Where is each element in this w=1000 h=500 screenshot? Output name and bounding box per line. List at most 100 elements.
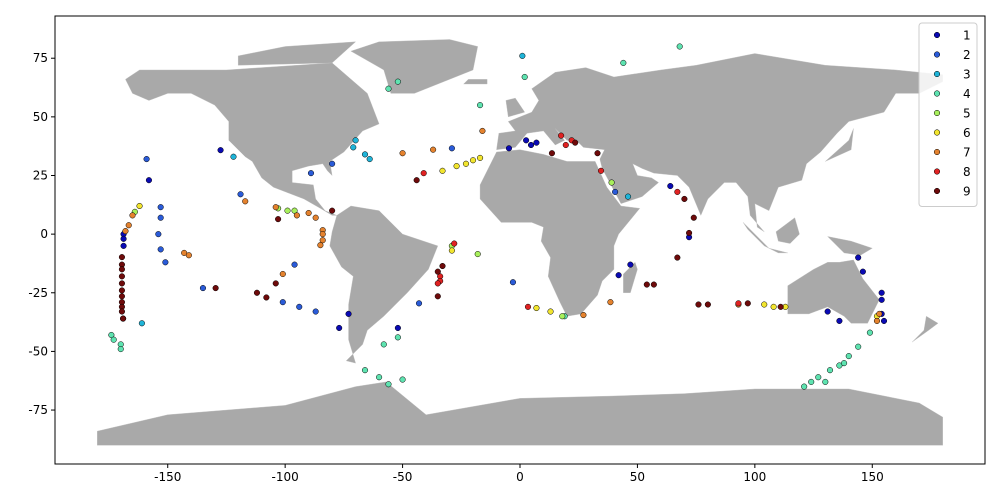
- x-tick-label: 50: [630, 470, 645, 484]
- point: [448, 145, 455, 152]
- legend-label: 2: [963, 48, 971, 62]
- legend-label: 6: [963, 126, 971, 140]
- point: [272, 280, 279, 287]
- point: [695, 301, 702, 308]
- point: [836, 317, 843, 324]
- point: [477, 102, 484, 109]
- point: [744, 300, 751, 307]
- point: [562, 141, 569, 149]
- point: [413, 177, 420, 184]
- point: [434, 293, 441, 300]
- point: [420, 170, 427, 177]
- point: [307, 170, 315, 177]
- point: [212, 285, 219, 292]
- point: [479, 127, 486, 134]
- series: [143, 145, 619, 315]
- y-tick-label: 50: [33, 110, 48, 124]
- point: [155, 231, 162, 238]
- legend-label: 8: [963, 165, 971, 179]
- series: [120, 137, 888, 332]
- point: [878, 289, 885, 296]
- point: [157, 204, 164, 211]
- point: [815, 374, 822, 381]
- point: [533, 139, 540, 146]
- point: [477, 154, 484, 161]
- new-zealand: [912, 315, 939, 343]
- point: [361, 151, 369, 158]
- point: [312, 308, 319, 315]
- point: [548, 150, 555, 157]
- point: [824, 308, 831, 315]
- point: [385, 381, 392, 388]
- legend-label: 4: [963, 87, 971, 101]
- y-tick-label: 75: [33, 51, 48, 65]
- point: [469, 157, 477, 164]
- point: [329, 207, 336, 214]
- y-tick-label: 0: [40, 227, 48, 241]
- legend-marker: [933, 168, 941, 175]
- point: [317, 242, 324, 249]
- point: [380, 341, 387, 348]
- point: [122, 228, 129, 235]
- point: [572, 139, 579, 146]
- point: [451, 240, 458, 247]
- x-tick-label: 100: [743, 470, 766, 484]
- point: [366, 156, 373, 163]
- point: [674, 188, 681, 195]
- point: [878, 296, 885, 303]
- series: [108, 43, 873, 390]
- point: [118, 266, 125, 273]
- point: [434, 268, 441, 275]
- point: [237, 191, 244, 198]
- point: [145, 177, 152, 184]
- point: [559, 313, 566, 320]
- legend-box: [918, 22, 978, 207]
- point: [293, 212, 300, 219]
- point: [118, 254, 125, 261]
- point: [394, 334, 401, 341]
- point: [110, 336, 117, 343]
- point: [620, 59, 627, 66]
- point: [876, 310, 883, 317]
- point: [319, 231, 326, 238]
- point: [118, 273, 125, 280]
- point: [594, 150, 601, 157]
- point: [350, 144, 357, 151]
- point: [676, 43, 683, 50]
- legend-label: 5: [963, 107, 971, 121]
- point: [533, 304, 540, 312]
- series: [138, 52, 632, 327]
- y-tick-label: -25: [28, 286, 48, 300]
- point: [822, 378, 829, 385]
- point: [242, 198, 249, 205]
- point: [667, 183, 674, 190]
- point: [777, 303, 784, 310]
- point: [117, 346, 124, 353]
- australia: [787, 259, 880, 324]
- point: [519, 52, 526, 59]
- south-america: [329, 205, 439, 364]
- point: [524, 303, 532, 310]
- point: [607, 299, 614, 306]
- point: [690, 214, 697, 221]
- point: [394, 78, 401, 85]
- point: [291, 261, 298, 268]
- point: [866, 329, 873, 336]
- point: [385, 85, 392, 92]
- point: [453, 163, 460, 170]
- point: [681, 195, 688, 203]
- point: [394, 324, 401, 332]
- point: [474, 251, 481, 258]
- point: [735, 300, 742, 307]
- point: [880, 317, 888, 324]
- point: [430, 146, 437, 153]
- legend-marker: [933, 109, 941, 117]
- point: [284, 207, 291, 214]
- point: [157, 246, 164, 253]
- point: [627, 261, 634, 268]
- point: [319, 237, 326, 244]
- madagascar: [623, 261, 638, 293]
- point: [376, 374, 383, 381]
- point: [329, 160, 336, 167]
